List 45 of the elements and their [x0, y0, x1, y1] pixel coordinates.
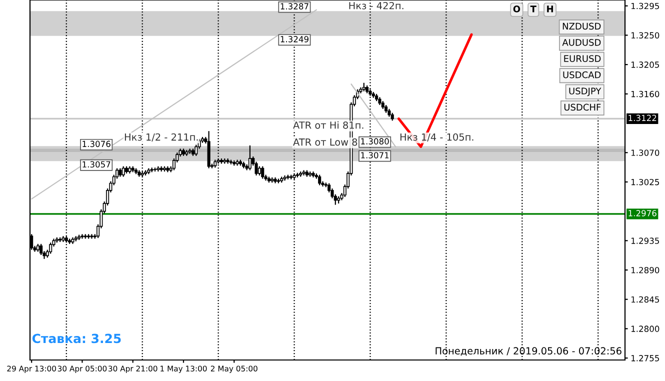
candlestick: [40, 243, 43, 256]
annotation: O: [513, 6, 520, 12]
annotation: 1.3057: [82, 161, 110, 168]
y-tick-label: 1.2845: [631, 296, 659, 303]
y-tick-label: 1.3025: [631, 178, 659, 186]
annotation: 1.3080: [361, 138, 389, 144]
annotation: 1.3287: [280, 3, 308, 10]
candlestick: [318, 174, 322, 186]
annotation: 1.3076: [82, 140, 110, 148]
annotation: NZDUSD: [562, 22, 601, 30]
annotation: Понедельник / 2019.05.06 - 07:02:56: [436, 347, 622, 356]
y-tick-label: 1.3295: [631, 2, 659, 10]
annotation: Нкз 1/2 - 211п.: [124, 133, 198, 142]
annotation: USDJPY: [569, 88, 602, 96]
candlestick: [261, 166, 264, 180]
annotation: EURUSD: [564, 55, 601, 62]
annotation: USDCHF: [564, 104, 601, 111]
y-tick-label: 1.3205: [631, 62, 659, 68]
annotation: ATR от Low 8: [293, 138, 358, 146]
ref-line-label: 1.2976: [628, 210, 656, 216]
y-tick-label: 1.3070: [631, 150, 660, 156]
candlestick: [258, 166, 261, 176]
candlestick: [122, 166, 125, 178]
annotation: ATR от Hi 81п.: [293, 121, 364, 129]
annotation: T: [530, 6, 536, 12]
ref-line-label: 1.3122: [628, 114, 656, 122]
y-tick-label: 1.3250: [631, 32, 660, 38]
y-tick-label: 1.3160: [631, 90, 660, 98]
y-tick-label: 1.2755: [631, 355, 659, 362]
annotation: Нкз 1/4 - 105п.: [400, 133, 474, 142]
candlestick: [90, 234, 94, 240]
annotation: 1.3071: [361, 152, 389, 158]
annotation: USDCAD: [563, 71, 601, 78]
annotation: 1.3249: [280, 36, 308, 42]
y-tick-label: 1.2890: [631, 266, 660, 274]
y-tick-label: 1.2800: [631, 326, 660, 332]
candlestick: [302, 170, 306, 176]
candlestick: [49, 242, 52, 254]
candlestick: [248, 144, 252, 171]
annotation: Нкз - 422п.: [349, 2, 404, 10]
annotation: H: [547, 6, 553, 12]
candlestick: [80, 234, 84, 240]
annotation: AUDUSD: [562, 38, 601, 46]
y-tick-label: 1.2935: [631, 238, 659, 244]
annotation: Ставка: 3.25: [32, 334, 121, 344]
